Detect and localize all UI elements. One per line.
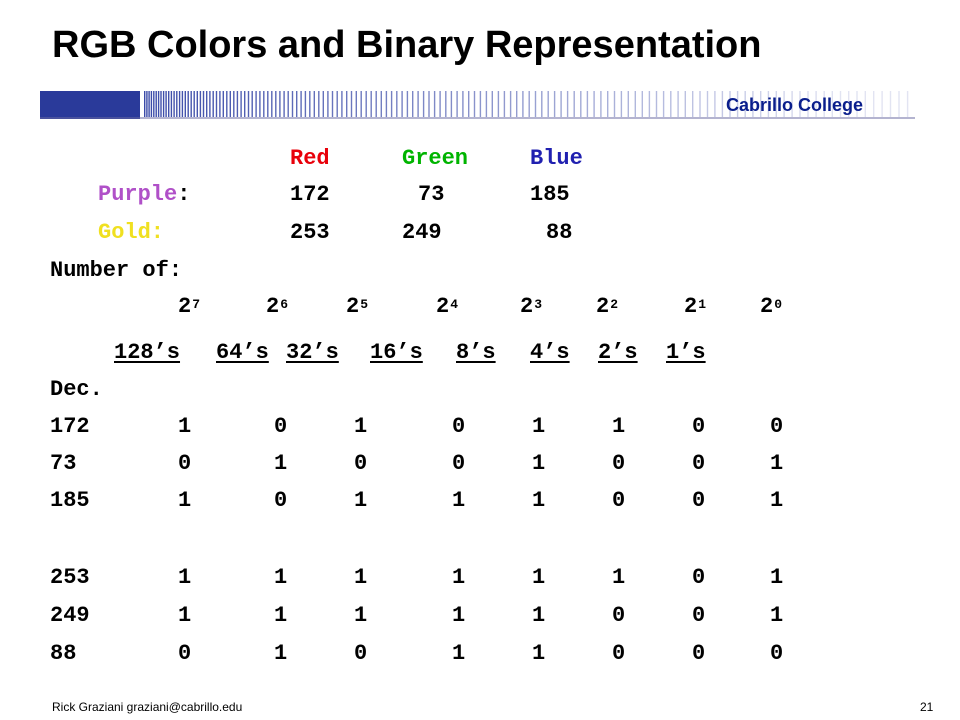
number-of-label: Number of: — [50, 258, 183, 283]
stripe-solid-segment — [40, 91, 140, 119]
bit-value: 1 — [274, 641, 288, 666]
bit-value: 0 — [692, 488, 706, 513]
bit-value: 1 — [354, 414, 368, 439]
bit-value: 1 — [532, 641, 546, 666]
green-label: Green — [402, 146, 469, 171]
power-term: 27 — [178, 294, 201, 319]
header-stripe — [40, 91, 915, 119]
bit-value: 1 — [452, 641, 466, 666]
bit-value: 1 — [770, 603, 784, 628]
slide-title: RGB Colors and Binary Representation — [52, 24, 762, 66]
decimal-value: 172 — [50, 414, 90, 439]
bit-value: 0 — [612, 603, 626, 628]
bit-value: 0 — [692, 603, 706, 628]
power-term: 25 — [346, 294, 369, 319]
bit-value: 0 — [354, 451, 368, 476]
footer-author: Rick Graziani graziani@cabrillo.edu — [52, 700, 243, 714]
gold-blue-value: 88 — [546, 220, 573, 245]
bit-value: 0 — [770, 414, 784, 439]
bit-value: 0 — [692, 414, 706, 439]
college-name: Cabrillo College — [726, 95, 864, 115]
bit-value: 1 — [452, 603, 466, 628]
blue-label: Blue — [530, 146, 583, 171]
purple-red-value: 172 — [290, 182, 330, 207]
place-value: 2’s — [598, 340, 638, 365]
gold-green-value: 249 — [402, 220, 442, 245]
place-value: 128’s — [114, 340, 181, 365]
bit-value: 0 — [354, 641, 368, 666]
bit-value: 1 — [532, 414, 546, 439]
purple-blue-value: 185 — [530, 182, 570, 207]
purple-colon: : — [177, 182, 191, 207]
place-value: 1’s — [666, 340, 706, 365]
purple-label: Purple — [98, 182, 178, 207]
bit-value: 1 — [770, 451, 784, 476]
place-value: 16’s — [370, 340, 423, 365]
power-term: 23 — [520, 294, 543, 319]
power-term: 21 — [684, 294, 707, 319]
power-term: 22 — [596, 294, 619, 319]
purple-green-value: 73 — [418, 182, 445, 207]
bit-value: 0 — [178, 451, 192, 476]
bit-value: 0 — [692, 451, 706, 476]
gold-label: Gold: — [98, 220, 165, 245]
bit-value: 1 — [452, 488, 466, 513]
bit-value: 1 — [612, 414, 626, 439]
bit-value: 1 — [452, 565, 466, 590]
power-term: 24 — [436, 294, 459, 319]
bit-value: 1 — [770, 488, 784, 513]
stripe-lines — [144, 91, 909, 117]
decimal-value: 185 — [50, 488, 90, 513]
bit-value: 1 — [178, 488, 192, 513]
bit-value: 1 — [354, 488, 368, 513]
decimal-value: 249 — [50, 603, 90, 628]
bit-value: 1 — [274, 603, 288, 628]
bit-value: 1 — [274, 565, 288, 590]
bit-value: 0 — [612, 641, 626, 666]
bit-value: 1 — [532, 565, 546, 590]
bit-value: 0 — [274, 488, 288, 513]
bit-value: 1 — [274, 451, 288, 476]
bit-value: 1 — [354, 603, 368, 628]
bit-value: 1 — [532, 488, 546, 513]
red-label: Red — [290, 146, 330, 171]
dec-label: Dec. — [50, 377, 103, 402]
bit-value: 1 — [354, 565, 368, 590]
decimal-value: 88 — [50, 641, 77, 666]
bit-value: 0 — [274, 414, 288, 439]
bit-value: 0 — [612, 488, 626, 513]
bit-value: 0 — [452, 451, 466, 476]
decimal-value: 73 — [50, 451, 77, 476]
gold-red-value: 253 — [290, 220, 330, 245]
bit-value: 0 — [612, 451, 626, 476]
bit-value: 0 — [770, 641, 784, 666]
bit-value: 1 — [178, 603, 192, 628]
place-value: 64’s — [216, 340, 269, 365]
place-value: 4’s — [530, 340, 570, 365]
bit-value: 1 — [612, 565, 626, 590]
bit-value: 0 — [692, 565, 706, 590]
bit-value: 1 — [532, 451, 546, 476]
bit-value: 0 — [452, 414, 466, 439]
bit-value: 0 — [692, 641, 706, 666]
place-value: 32’s — [286, 340, 339, 365]
bit-value: 0 — [178, 641, 192, 666]
decimal-value: 253 — [50, 565, 90, 590]
place-value: 8’s — [456, 340, 496, 365]
page-number: 21 — [920, 700, 934, 714]
bit-value: 1 — [770, 565, 784, 590]
power-term: 20 — [760, 294, 783, 319]
power-term: 26 — [266, 294, 289, 319]
bit-value: 1 — [532, 603, 546, 628]
bit-value: 1 — [178, 414, 192, 439]
bit-value: 1 — [178, 565, 192, 590]
